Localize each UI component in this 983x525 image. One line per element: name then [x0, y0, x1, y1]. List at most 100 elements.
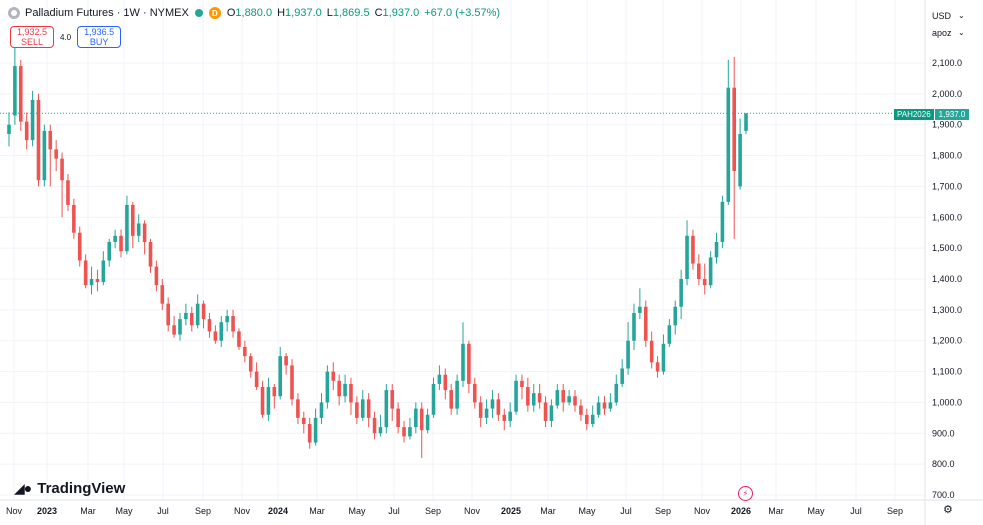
candle-body	[708, 257, 713, 286]
candle-body	[325, 371, 330, 403]
candle-body	[437, 374, 442, 384]
candle-body	[408, 427, 412, 437]
price-tag-value: 1,937.0	[934, 109, 970, 120]
candle-body	[702, 279, 707, 286]
candle-body	[502, 414, 507, 421]
x-tick-label: Mar	[80, 506, 96, 516]
x-tick-label: Nov	[234, 506, 251, 516]
y-tick-label: 2,000.0	[932, 89, 962, 99]
candle-body	[590, 414, 595, 425]
close-value: 1,937.0	[382, 7, 420, 19]
candle-body	[142, 223, 147, 242]
candle-body	[661, 343, 666, 372]
candle-body	[48, 130, 53, 150]
symbol-title[interactable]: Palladium Futures · 1W · NYMEX	[25, 7, 189, 19]
candle-body	[472, 383, 477, 403]
delayed-badge[interactable]: D	[208, 7, 221, 19]
x-tick-label: Sep	[425, 506, 441, 516]
candle-body	[561, 390, 566, 403]
close-key: C	[374, 7, 383, 19]
candle-body	[537, 393, 542, 403]
candle-body	[213, 331, 218, 341]
candle-body	[172, 325, 176, 335]
candle-body	[531, 393, 536, 406]
candle-body	[107, 241, 112, 261]
candle-body	[602, 402, 607, 409]
x-tick-label: Sep	[655, 506, 671, 516]
candle-body	[266, 387, 271, 415]
candle-body	[72, 204, 76, 233]
high-value: 1,937.0	[285, 7, 322, 19]
candle-body	[254, 371, 259, 387]
y-tick-label: 1,700.0	[932, 181, 962, 191]
candle-body	[414, 408, 418, 428]
candle-body	[195, 303, 200, 326]
candle-body	[508, 411, 512, 421]
x-tick-label: Jul	[388, 506, 400, 516]
price-tag-symbol: PAH2026	[894, 109, 934, 120]
sell-label: SELL	[20, 37, 44, 47]
candle-body	[467, 343, 471, 384]
tradingview-logo-icon: ◢●	[14, 480, 32, 496]
candle-body	[331, 371, 336, 381]
candle-body	[272, 387, 277, 397]
candle-body	[567, 396, 571, 403]
candle-body	[585, 414, 589, 425]
candle-body	[219, 322, 224, 341]
candle-body	[378, 427, 383, 434]
candle-body	[596, 402, 601, 415]
candle-body	[54, 149, 58, 159]
spread-value: 4.0	[60, 32, 72, 42]
y-tick-label: 1,400.0	[932, 274, 962, 284]
candle-body	[201, 303, 206, 320]
candle-body	[18, 66, 23, 122]
scale-mode-selector[interactable]: apoz ⌄	[932, 28, 965, 38]
flash-icon[interactable]: ⚡	[738, 486, 753, 501]
candle-body	[685, 235, 689, 279]
currency-label: USD	[932, 11, 952, 21]
x-tick-label: Sep	[195, 506, 211, 516]
y-tick-label: 700.0	[932, 490, 955, 500]
candle-body	[526, 387, 530, 406]
x-tick-label: Nov	[694, 506, 711, 516]
currency-selector[interactable]: USD ⌄	[932, 11, 965, 21]
candle-body	[284, 356, 288, 366]
candle-body	[484, 408, 489, 418]
candle-body	[154, 266, 159, 286]
settings-icon[interactable]: ⚙	[943, 504, 953, 516]
low-key: L	[326, 7, 333, 19]
candle-body	[638, 306, 642, 313]
candle-body	[355, 402, 359, 418]
tradingview-logo[interactable]: ◢● TradingView	[14, 480, 125, 497]
x-tick-label: 2026	[731, 506, 751, 516]
candle-body	[738, 133, 742, 187]
candle-body	[514, 380, 518, 412]
candle-body	[431, 383, 436, 415]
market-open-icon	[194, 9, 203, 17]
candle-body	[237, 331, 241, 347]
high-key: H	[277, 7, 286, 19]
candle-body	[231, 316, 235, 332]
candle-body	[455, 380, 459, 409]
candle-body	[307, 424, 312, 443]
buy-price: 1,936.5	[84, 27, 115, 37]
candle-body	[131, 204, 135, 236]
candle-body	[243, 346, 247, 357]
x-tick-label: Mar	[540, 506, 556, 516]
x-tick-label: May	[348, 506, 366, 516]
candle-body	[697, 263, 701, 279]
candle-body	[260, 387, 265, 415]
candle-body	[543, 402, 548, 421]
candle-body	[148, 241, 153, 267]
low-value: 1,869.5	[332, 7, 370, 19]
symbol-logo-icon	[8, 7, 20, 19]
candle-body	[720, 201, 725, 242]
candle-body	[119, 235, 123, 252]
buy-button[interactable]: 1,936.5 BUY	[77, 26, 122, 48]
x-tick-label: Nov	[6, 506, 23, 516]
y-tick-label: 1,200.0	[932, 336, 962, 346]
sell-button[interactable]: 1,932.5 SELL	[10, 26, 54, 48]
y-tick-label: 800.0	[932, 459, 955, 469]
y-tick-label: 1,900.0	[932, 120, 962, 130]
